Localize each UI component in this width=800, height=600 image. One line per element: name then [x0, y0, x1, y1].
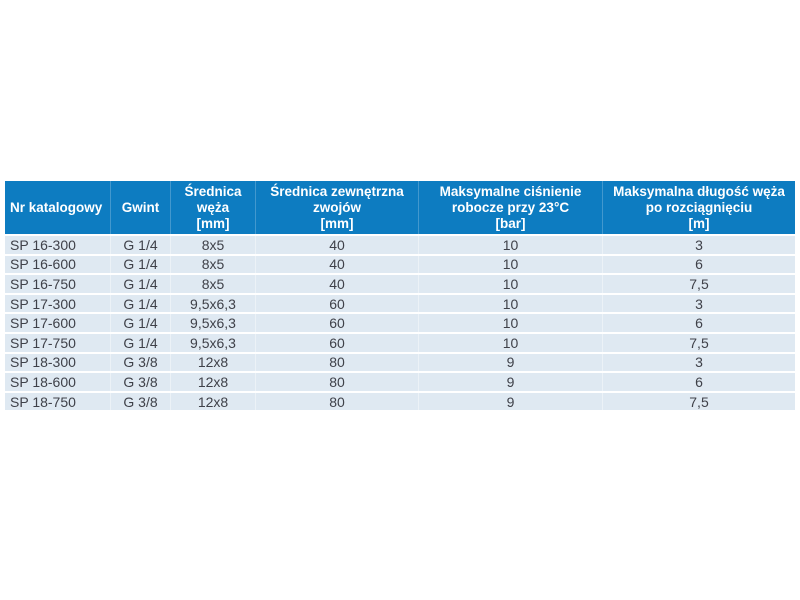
table-cell-nr-katalogowy: SP 18-750 — [10, 393, 76, 410]
header-cell-srednica-zewnetrzna-zwojow: Średnica zewnętrzna zwojów [mm] — [255, 181, 418, 234]
header-line: Maksymalne ciśnienie — [439, 183, 582, 199]
table-cell-gwint: G 1/4 — [110, 314, 170, 332]
table-cell-gwint: G 1/4 — [110, 236, 170, 254]
table-cell-nr-katalogowy: SP 17-600 — [10, 315, 76, 332]
header-line: [mm] — [196, 215, 230, 231]
table-cell-nr-katalogowy: SP 17-750 — [10, 334, 76, 351]
header-cell-nr-katalogowy: Nr katalogowy — [5, 181, 110, 234]
table-cell-gwint: G 3/8 — [110, 353, 170, 372]
header-line: Średnica — [184, 183, 242, 199]
table-cell-nr-katalogowy: SP 16-600 — [10, 256, 76, 273]
table-cell-maksymalne-cisnienie-robocze: 10 — [418, 294, 602, 313]
table-cell-srednica-weza: 9,5x6,3 — [170, 314, 255, 332]
table-cell-srednica-zewnetrzna-zwojow: 40 — [255, 236, 418, 254]
table-cell-gwint: G 1/4 — [110, 333, 170, 352]
table-cell-srednica-zewnetrzna-zwojow: 60 — [255, 294, 418, 313]
table-cell-srednica-zewnetrzna-zwojow: 60 — [255, 333, 418, 352]
table-cell-srednica-weza: 9,5x6,3 — [170, 294, 255, 313]
table-cell-gwint: G 3/8 — [110, 373, 170, 391]
table-cell-maksymalne-cisnienie-robocze: 9 — [418, 392, 602, 411]
header-line: Średnica zewnętrzna — [270, 183, 404, 199]
table-cell-srednica-zewnetrzna-zwojow: 40 — [255, 275, 418, 293]
table-cell-nr-katalogowy: SP 17-300 — [10, 295, 76, 312]
header-line: Maksymalna długość węża — [613, 183, 785, 199]
table-cell-maksymalna-dlugosc-weza: 7,5 — [602, 275, 795, 293]
header-line: Gwint — [121, 199, 160, 215]
table-row: SP 16-300 G 1/4 8x5 40 10 3 — [5, 236, 795, 254]
table-row: SP 18-750 G 3/8 12x8 80 9 7,5 — [5, 392, 795, 411]
header-cell-maksymalne-cisnienie-robocze: Maksymalne ciśnienie robocze przy 23°C [ba… — [418, 181, 602, 234]
table-row: SP 17-600 G 1/4 9,5x6,3 60 10 6 — [5, 314, 795, 332]
table-cell-srednica-zewnetrzna-zwojow: 80 — [255, 392, 418, 411]
table-cell-srednica-weza: 8x5 — [170, 275, 255, 293]
table-cell-nr-katalogowy: SP 18-600 — [10, 373, 76, 390]
table-row: SP 18-300 G 3/8 12x8 80 9 3 — [5, 353, 795, 372]
table-cell-srednica-weza: 8x5 — [170, 236, 255, 254]
table-row: SP 17-750 G 1/4 9,5x6,3 60 10 7,5 — [5, 333, 795, 352]
header-line: po rozciągnięciu — [645, 199, 753, 215]
table-cell-gwint: G 1/4 — [110, 255, 170, 274]
table-cell-srednica-weza: 8x5 — [170, 255, 255, 274]
table-cell-maksymalna-dlugosc-weza: 6 — [602, 255, 795, 274]
table-cell-nr-katalogowy: SP 18-300 — [10, 354, 76, 371]
table-cell-maksymalne-cisnienie-robocze: 10 — [418, 255, 602, 274]
table-cell-srednica-weza: 9,5x6,3 — [170, 333, 255, 352]
table-cell-srednica-zewnetrzna-zwojow: 80 — [255, 353, 418, 372]
table-cell-maksymalne-cisnienie-robocze: 10 — [418, 314, 602, 332]
table-cell-maksymalna-dlugosc-weza: 3 — [602, 236, 795, 254]
table-cell-nr-katalogowy: SP 16-750 — [10, 275, 76, 292]
table-cell-maksymalna-dlugosc-weza: 3 — [602, 294, 795, 313]
header-line: Nr katalogowy — [10, 199, 103, 215]
table-row: SP 16-600 G 1/4 8x5 40 10 6 — [5, 255, 795, 274]
table-cell-maksymalne-cisnienie-robocze: 10 — [418, 275, 602, 293]
table-cell-srednica-zewnetrzna-zwojow: 40 — [255, 255, 418, 274]
table-cell-maksymalna-dlugosc-weza: 6 — [602, 373, 795, 391]
table-cell-srednica-weza: 12x8 — [170, 353, 255, 372]
table-body: SP 16-300 G 1/4 8x5 40 10 3 SP 16-600 G 1/4 8x5 4… — [5, 236, 795, 411]
header-line: zwojów — [313, 199, 361, 215]
header-line: węża — [196, 199, 230, 215]
table-row: SP 16-750 G 1/4 8x5 40 10 7,5 — [5, 275, 795, 293]
table-cell-maksymalne-cisnienie-robocze: 9 — [418, 353, 602, 372]
table-cell-srednica-weza: 12x8 — [170, 392, 255, 411]
table-cell-maksymalna-dlugosc-weza: 7,5 — [602, 333, 795, 352]
header-cell-maksymalna-dlugosc-weza: Maksymalna długość węża po rozciągnięciu[… — [602, 181, 795, 234]
table-cell-srednica-weza: 12x8 — [170, 373, 255, 391]
header-line: [m] — [688, 215, 710, 231]
table-cell-gwint: G 1/4 — [110, 275, 170, 293]
table-cell-maksymalne-cisnienie-robocze: 9 — [418, 373, 602, 391]
product-spec-table: Nr katalogowy Gwint Średnica węża [mm] Średni… — [5, 181, 795, 412]
header-cell-srednica-weza: Średnica węża [mm] — [170, 181, 255, 234]
table-cell-maksymalna-dlugosc-weza: 6 — [602, 314, 795, 332]
table-cell-gwint: G 1/4 — [110, 294, 170, 313]
table-row: SP 18-600 G 3/8 12x8 80 9 6 — [5, 373, 795, 391]
table-cell-maksymalna-dlugosc-weza: 7,5 — [602, 392, 795, 411]
table-row: SP 17-300 G 1/4 9,5x6,3 60 10 3 — [5, 294, 795, 313]
table-cell-maksymalna-dlugosc-weza: 3 — [602, 353, 795, 372]
table-cell-srednica-zewnetrzna-zwojow: 80 — [255, 373, 418, 391]
table-cell-maksymalne-cisnienie-robocze: 10 — [418, 333, 602, 352]
header-cell-gwint: Gwint — [110, 181, 170, 234]
table-header-row: Nr katalogowy Gwint Średnica węża [mm] Średni… — [5, 181, 795, 234]
header-line: robocze przy 23°C — [451, 199, 570, 215]
header-line: [bar] — [495, 215, 526, 231]
table-cell-maksymalne-cisnienie-robocze: 10 — [418, 236, 602, 254]
table-cell-nr-katalogowy: SP 16-300 — [10, 236, 76, 253]
header-line: [mm] — [320, 215, 354, 231]
table-cell-gwint: G 3/8 — [110, 392, 170, 411]
table-cell-srednica-zewnetrzna-zwojow: 60 — [255, 314, 418, 332]
